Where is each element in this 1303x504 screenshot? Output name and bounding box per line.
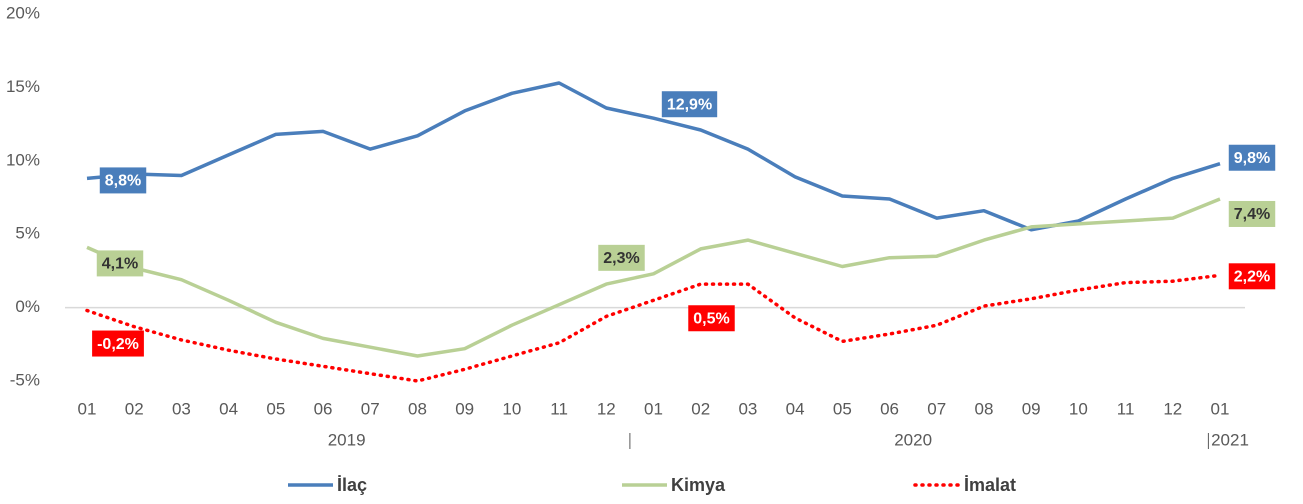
x-tick-label: 03 [172, 399, 191, 418]
series-line [86, 81, 1221, 232]
data-label-text: 2,3% [603, 250, 639, 267]
data-label: 0,5% [688, 305, 735, 332]
x-tick-label: 11 [1117, 399, 1135, 418]
legend-label: İmalat [964, 475, 1016, 495]
x-tick-label: 01 [1211, 399, 1230, 418]
data-label-text: 9,8% [1234, 150, 1270, 167]
data-label-text: 12,9% [667, 96, 712, 113]
y-tick-label: 15% [6, 77, 40, 96]
data-label-box [1228, 200, 1276, 227]
data-label: 4,1% [96, 250, 144, 277]
x-tick-label: 06 [314, 399, 333, 418]
x-tick-label: 02 [125, 399, 144, 418]
data-label-text: -0,2% [97, 336, 139, 353]
x-tick-label: 12 [1163, 399, 1182, 418]
x-tick-label: 06 [880, 399, 899, 418]
data-label-text: 7,4% [1234, 206, 1270, 223]
data-label-text: 8,8% [105, 173, 141, 190]
data-label-text: 4,1% [102, 256, 138, 273]
data-label-box [1228, 263, 1276, 290]
data-label: 12,9% [661, 91, 718, 118]
y-tick-label: -5% [10, 370, 40, 389]
data-label-box [99, 167, 147, 194]
y-tick-label: 20% [6, 3, 40, 22]
x-tick-label: 03 [738, 399, 757, 418]
y-tick-label: 0% [15, 297, 40, 316]
x-tick-label: 12 [597, 399, 616, 418]
x-tick-label: 05 [833, 399, 852, 418]
x-tick-label: 09 [1022, 399, 1041, 418]
x-tick-label: 11 [550, 399, 568, 418]
x-tick-label: 01 [78, 399, 97, 418]
data-label-box [598, 244, 645, 271]
x-group-label: 2019 [328, 430, 366, 449]
y-tick-label: 5% [15, 224, 40, 243]
data-label-box [92, 330, 144, 357]
x-group-label: 2020 [894, 430, 932, 449]
data-label: -0,2% [92, 330, 144, 357]
x-group-label: 2021 [1211, 430, 1249, 449]
x-tick-label: 07 [361, 399, 380, 418]
y-tick-label: 10% [6, 150, 40, 169]
data-label-text: 2,2% [1234, 269, 1270, 286]
x-tick-label: 04 [219, 399, 238, 418]
data-label: 8,8% [99, 167, 147, 194]
data-label: 2,2% [1228, 263, 1276, 290]
data-label-box [688, 305, 735, 332]
x-tick-label: 10 [502, 399, 521, 418]
data-label-box [1228, 144, 1276, 171]
data-label-box [96, 250, 144, 277]
x-tick-label: 01 [644, 399, 663, 418]
x-tick-label: 04 [786, 399, 805, 418]
x-tick-label: 05 [266, 399, 285, 418]
data-label-text: 0,5% [693, 310, 729, 327]
x-tick-label: 08 [974, 399, 993, 418]
series-line [85, 273, 1222, 383]
legend-label: İlaç [337, 475, 367, 495]
legend-label: Kimya [671, 475, 726, 495]
x-tick-label: 10 [1069, 399, 1088, 418]
x-tick-label: 08 [408, 399, 427, 418]
series-line [86, 197, 1221, 358]
data-label-box [661, 91, 718, 118]
data-label: 9,8% [1228, 144, 1276, 171]
x-tick-label: 02 [691, 399, 710, 418]
x-tick-label: 07 [927, 399, 946, 418]
data-label: 7,4% [1228, 200, 1276, 227]
x-tick-label: 09 [455, 399, 474, 418]
data-label: 2,3% [598, 244, 645, 271]
